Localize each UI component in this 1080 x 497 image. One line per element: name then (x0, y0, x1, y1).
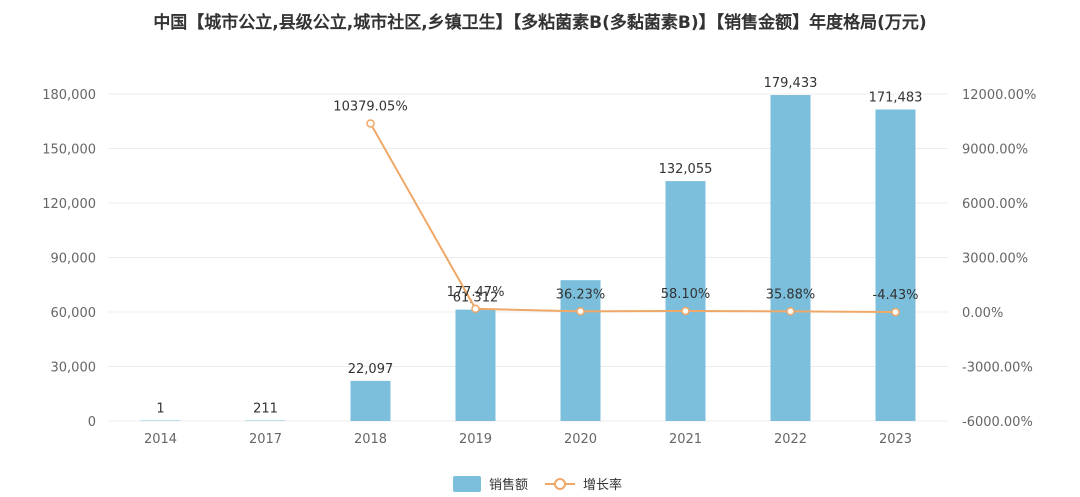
growth-point (891, 307, 900, 317)
bar-value-label: 171,483 (869, 90, 923, 105)
y-tick-label: 0 (88, 415, 96, 430)
bar-value-label: 132,055 (659, 162, 713, 177)
y2-tick-label: -6000.00% (962, 415, 1033, 430)
y2-tick-label: 6000.00% (962, 197, 1028, 212)
y-tick-label: 90,000 (51, 252, 97, 267)
x-tick-label: 2018 (354, 432, 387, 447)
x-tick-label: 2022 (774, 432, 807, 447)
bar (245, 420, 286, 421)
bar-value-label: 211 (253, 402, 278, 417)
growth-point (471, 304, 480, 314)
growth-point (366, 119, 375, 128)
growth-point (576, 307, 585, 316)
legend-line-marker (554, 478, 566, 490)
growth-value-label: 177.47% (447, 285, 505, 300)
growth-line (369, 122, 896, 314)
bar-value-label: 61,312 (453, 291, 499, 306)
x-tick-label: 2014 (144, 432, 177, 447)
y-tick-label: 180,000 (42, 88, 96, 103)
bar-value-label: 22,097 (348, 362, 394, 377)
chart-title: 中国【城市公立,县级公立,城市社区,乡镇卫生】【多粘菌素B(多黏菌素B)】【销售… (153, 13, 927, 33)
bar (665, 181, 706, 421)
y-tick-label: 60,000 (51, 306, 97, 321)
y2-tick-label: 12000.00% (962, 88, 1036, 103)
bar (560, 280, 601, 421)
x-tick-label: 2019 (459, 432, 492, 447)
bar (455, 309, 496, 421)
x-tick-label: 2017 (249, 432, 282, 447)
bar (770, 95, 811, 421)
legend-line-label: 增长率 (583, 477, 622, 493)
y2-tick-label: 9000.00% (962, 143, 1028, 158)
y-tick-label: 150,000 (42, 143, 96, 158)
x-tick-label: 2020 (564, 432, 597, 447)
y-tick-label: 30,000 (51, 361, 97, 376)
growth-point (681, 306, 690, 316)
y2-tick-label: -3000.00% (962, 361, 1033, 376)
bar-value-label: 1 (156, 402, 164, 417)
bar (140, 420, 181, 421)
growth-value-label: 35.88% (766, 287, 816, 302)
y-tick-label: 120,000 (42, 197, 96, 212)
x-tick-label: 2021 (669, 432, 702, 447)
growth-value-label: 36.23% (556, 287, 606, 302)
growth-point (786, 307, 795, 316)
bar (350, 380, 391, 421)
growth-value-label: 10379.05% (333, 99, 407, 114)
x-tick-label: 2023 (879, 432, 912, 447)
bar (875, 109, 916, 422)
y2-tick-label: 3000.00% (962, 252, 1028, 267)
bar-value-label: 179,433 (764, 76, 818, 91)
legend-bar-label: 销售额 (489, 477, 528, 493)
legend-bar-swatch (453, 476, 481, 492)
y2-tick-label: 0.00% (962, 306, 1003, 321)
growth-value-label: 58.10% (661, 287, 711, 302)
growth-value-label: -4.43% (873, 288, 919, 303)
